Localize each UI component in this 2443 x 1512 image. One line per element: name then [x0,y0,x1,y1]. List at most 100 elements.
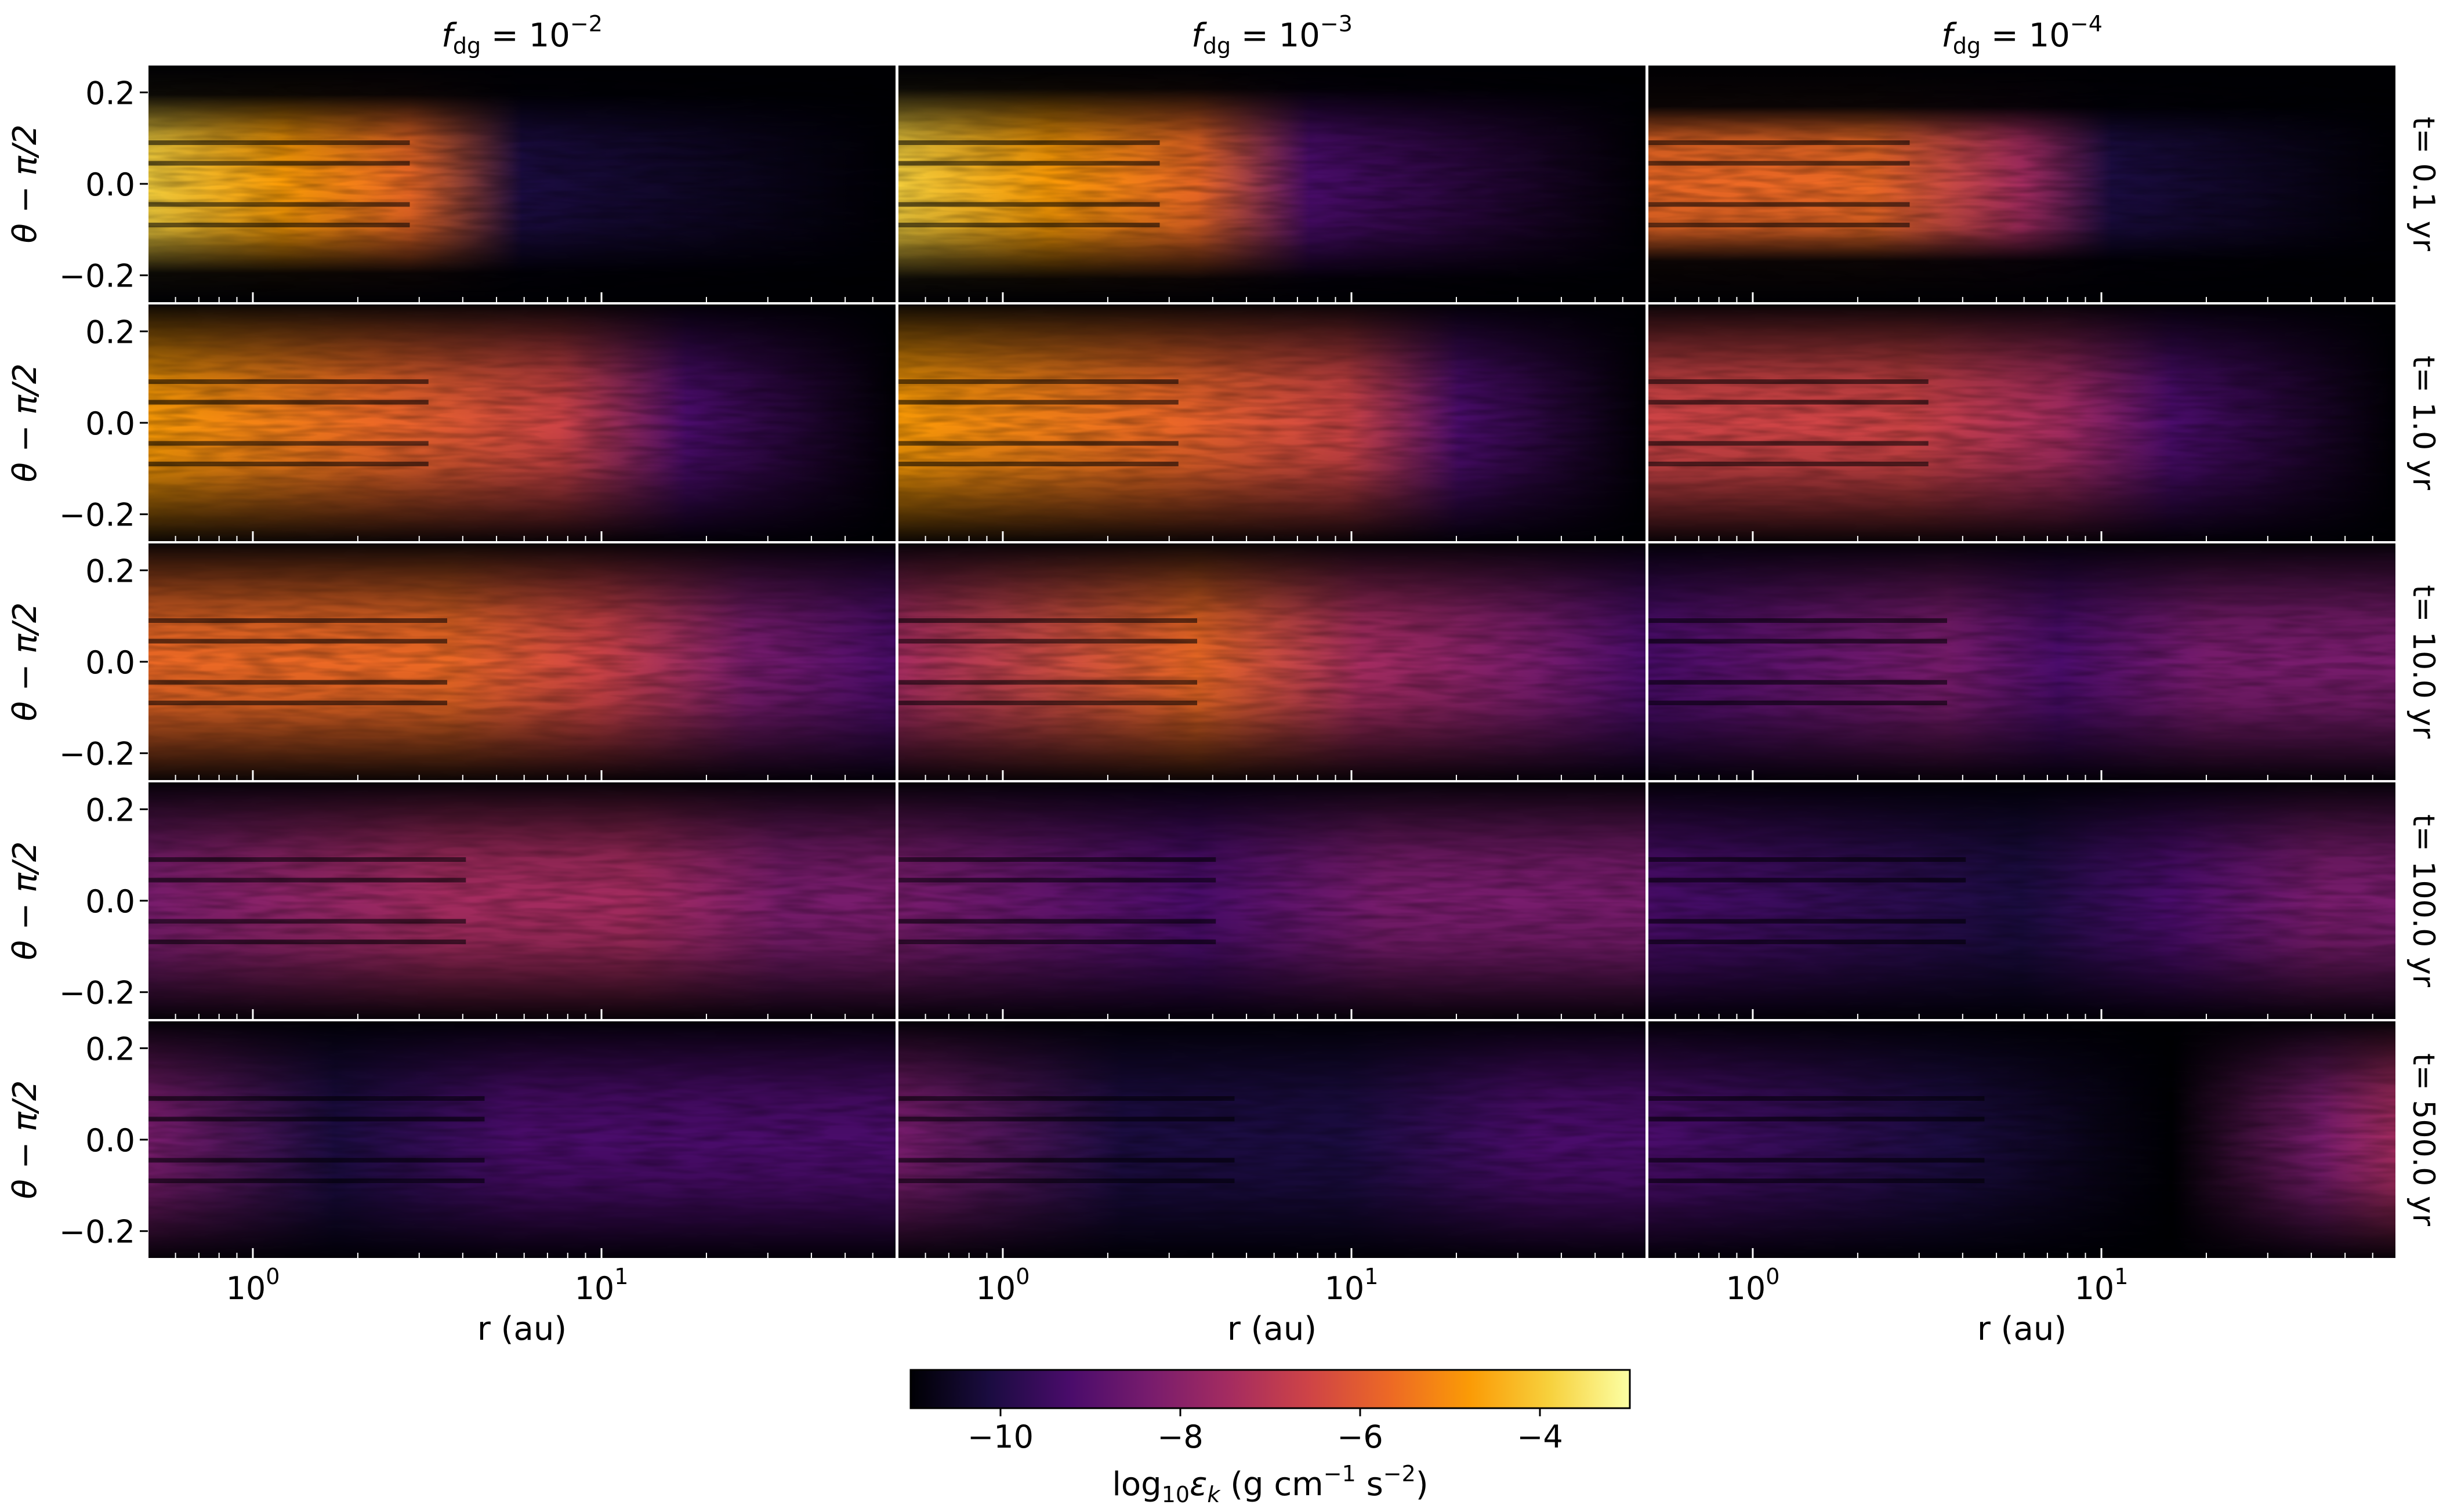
column-title: fdg = 10−4 [1941,11,2103,59]
panel-texture [1648,304,2396,542]
x-ticks-r2-c3 [1647,531,2397,542]
y-tick-label: −0.2 [59,975,135,1011]
panel-frame [1647,1020,2397,1259]
x-ticks-r1-c2 [897,292,1647,303]
x-tick-label: 101 [575,1264,629,1307]
panel-texture [1648,65,2396,303]
row-label: t= 500.0 yr [2406,1053,2441,1227]
panel-frame [897,303,1647,542]
y-tick-label: 0.2 [85,553,135,589]
heatmap-panel-r5-c2 [897,1020,1647,1259]
colorbar-label: log10εk (g cm−1 s−2) [1112,1461,1428,1507]
y-tick-label: 0.2 [85,75,135,111]
colorbar-tick-label: −6 [1337,1419,1383,1455]
colorbar-gradient [909,1369,1631,1409]
colorbar-tick-label: −8 [1157,1419,1204,1455]
x-ticks-r1-c1 [147,292,897,303]
heatmap-panel-r1-c2 [897,64,1647,303]
column-title: fdg = 10−3 [1191,11,1353,59]
x-ticks-r3-c2 [897,770,1647,781]
panel-frame [1647,542,2397,781]
x-ticks-r5-c1 [147,1248,897,1259]
panel-frame [897,64,1647,303]
row-label: t= 1.0 yr [2406,356,2441,490]
y-tick-label: 0.0 [85,405,135,442]
heatmap-grid [147,64,2397,1259]
x-axis-label: r (au) [1227,1310,1317,1348]
heatmap-panel-r1-c3 [1647,64,2397,303]
x-ticks-r2-c1 [147,531,897,542]
row-label: t= 0.1 yr [2406,117,2441,251]
row-label: t= 100.0 yr [2406,814,2441,988]
heatmap-panel-r2-c1 [147,303,897,542]
heatmap-panel-r2-c3 [1647,303,2397,542]
heatmap-panel-r2-c2 [897,303,1647,542]
y-tick-label: 0.0 [85,883,135,920]
heatmap-panel-r3-c3 [1647,542,2397,781]
panel-texture [898,304,1646,542]
x-ticks-r5-c3 [1647,1248,2397,1259]
x-tick-label: 101 [2075,1264,2129,1307]
heatmap-panel-r3-c1 [147,542,897,781]
panel-frame [1647,303,2397,542]
panel-frame [1647,781,2397,1020]
x-ticks-r4-c3 [1647,1009,2397,1020]
heatmap-panel-r3-c2 [897,542,1647,781]
panel-texture [148,1021,896,1259]
panel-texture [1648,1021,2396,1259]
panel-texture [898,782,1646,1020]
column-title: fdg = 10−2 [441,11,603,59]
colorbar-tick-label: −4 [1517,1419,1563,1455]
y-tick-label: −0.2 [59,1214,135,1250]
x-ticks-r2-c2 [897,531,1647,542]
y-tick-label: 0.0 [85,166,135,203]
y-axis-label: θ − π/2 [6,1080,44,1199]
panel-texture [148,782,896,1020]
panel-texture [898,543,1646,781]
heatmap-panel-r4-c3 [1647,781,2397,1020]
y-tick-label: −0.2 [59,736,135,773]
labels-layer: −0.2 0.0 0.2 θ − π/2 t= 0.1 yr −0.2 0.0 0.2 θ − … [6,11,2441,1348]
panel-frame [897,781,1647,1020]
panel-texture [898,65,1646,303]
y-tick-label: 0.2 [85,792,135,828]
heatmap-panel-r5-c3 [1647,1020,2397,1259]
y-tick-label: 0.2 [85,1031,135,1067]
x-tick-label: 101 [1325,1264,1379,1307]
x-tick-label: 100 [976,1264,1030,1307]
x-tick-label: 100 [226,1264,280,1307]
heatmap-panel-r1-c1 [147,64,897,303]
y-tick-label: 0.2 [85,314,135,350]
y-axis-label: θ − π/2 [6,842,44,960]
y-axis-label: θ − π/2 [6,364,44,483]
colorbar-tick-label: −10 [967,1419,1034,1455]
panel-texture [1648,782,2396,1020]
x-ticks-r4-c2 [897,1009,1647,1020]
axes-layer [140,91,2397,1259]
panel-texture [898,1021,1646,1259]
x-ticks-r1-c3 [1647,292,2397,303]
y-axis-label: θ − π/2 [6,603,44,721]
heatmap-panel-r4-c1 [147,781,897,1020]
x-axis-label: r (au) [477,1310,567,1348]
panel-texture [148,304,896,542]
colorbar: −10 −8 −6 −4 log10εk (g cm−1 s−2) [909,1369,1631,1507]
panel-texture [148,543,896,781]
x-tick-label: 100 [1726,1264,1779,1307]
y-tick-label: 0.0 [85,644,135,681]
panel-texture [148,65,896,303]
x-ticks-r4-c1 [147,1009,897,1020]
panel-frame [1647,64,2397,303]
y-tick-label: 0.0 [85,1122,135,1159]
x-ticks-r3-c3 [1647,770,2397,781]
y-tick-label: −0.2 [59,258,135,295]
x-ticks-r3-c1 [147,770,897,781]
row-label: t= 10.0 yr [2406,585,2441,739]
x-axis-label: r (au) [1977,1310,2067,1348]
panel-frame [897,542,1647,781]
x-ticks-r5-c2 [897,1248,1647,1259]
panel-frame [897,1020,1647,1259]
heatmap-panel-r5-c1 [147,1020,897,1259]
y-axis-label: θ − π/2 [6,125,44,244]
